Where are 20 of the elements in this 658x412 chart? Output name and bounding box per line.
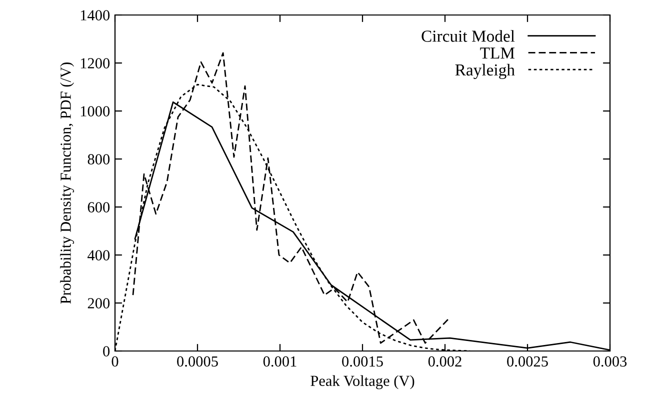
y-tick-label: 200 (88, 298, 110, 308)
x-tick-label: 0.0025 (507, 356, 548, 367)
y-tick-label: 800 (88, 154, 110, 164)
x-tick-label: 0.0005 (177, 356, 218, 367)
y-tick-label: 0 (103, 346, 110, 356)
x-tick-label: 0.001 (263, 356, 296, 367)
x-tick-label: 0.003 (593, 356, 627, 367)
x-tick-label: 0 (112, 356, 118, 367)
legend-label: Rayleigh (455, 64, 515, 80)
x-tick-label: 0.002 (428, 356, 462, 367)
x-axis-title: Peak Voltage (V) (310, 375, 414, 390)
legend-label: TLM (480, 48, 515, 59)
y-tick-label: 1000 (80, 106, 110, 116)
x-tick-label: 0.0015 (342, 356, 383, 367)
y-tick-label: 1400 (80, 10, 110, 20)
legend-label: Circuit Model (422, 30, 515, 42)
y-tick-label: 400 (88, 250, 110, 260)
y-tick-label: 600 (88, 202, 110, 212)
y-axis-title: Probability Density Function, PDF (/V) (60, 62, 74, 304)
y-tick-label: 1200 (80, 58, 110, 68)
